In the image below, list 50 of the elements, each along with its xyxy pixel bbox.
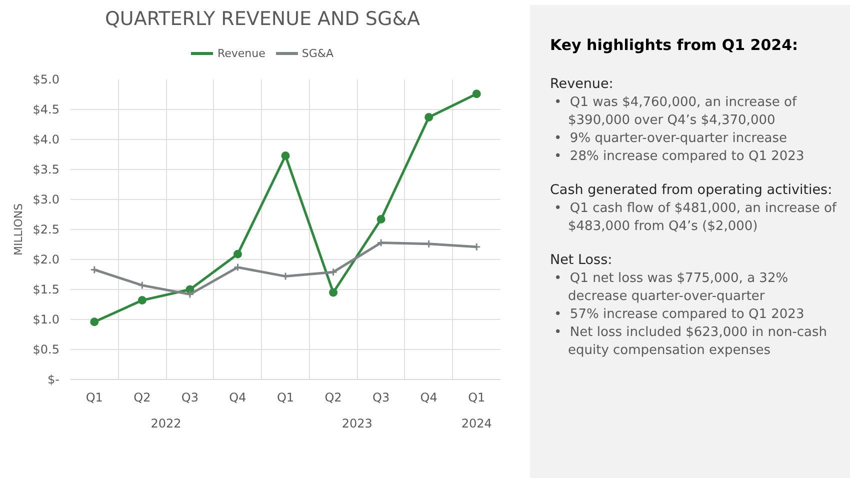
point bbox=[329, 288, 338, 297]
y-tick-label: $3.5 bbox=[32, 162, 60, 176]
point bbox=[233, 250, 242, 258]
x-tick-label: Q4 bbox=[229, 390, 246, 404]
y-axis-title: MILLIONS bbox=[12, 203, 25, 256]
text: • 57% increase compared to Q1 2023 bbox=[553, 306, 806, 324]
point bbox=[138, 281, 146, 290]
point bbox=[329, 268, 338, 276]
point bbox=[472, 90, 481, 98]
point bbox=[233, 263, 242, 272]
text: Net Loss: bbox=[550, 251, 614, 270]
x-tick-label: Q3 bbox=[372, 390, 390, 404]
y-tick-label: $4.0 bbox=[32, 132, 60, 146]
y-tick-label: $- bbox=[48, 372, 60, 386]
legend-label: Revenue bbox=[217, 47, 266, 60]
y-tick-label: $0.5 bbox=[32, 342, 60, 356]
x-tick-label: Q1 bbox=[468, 390, 486, 404]
point bbox=[424, 113, 434, 122]
text: • Q1 cash flow of $481,000, an increase of $483,000 from Q4’s ($2,000) bbox=[553, 200, 838, 236]
x-tick-label: Q1 bbox=[86, 390, 103, 404]
y-tick-label: $2.5 bbox=[32, 222, 60, 236]
point bbox=[186, 290, 194, 299]
text: • Q1 net loss was $775,000, a 32% decrease quarter-over-quarter bbox=[553, 270, 790, 306]
y-tick-label: $2.0 bbox=[32, 252, 60, 266]
x-tick-label: Q3 bbox=[181, 390, 198, 404]
text: Revenue: bbox=[550, 75, 614, 94]
point bbox=[90, 318, 99, 326]
legend-label: SG&A bbox=[302, 47, 334, 60]
text: • Net loss included $623,000 in non-cash equity compensation expenses bbox=[553, 324, 828, 360]
y-tick-label: $3.0 bbox=[32, 192, 60, 206]
text: Cash generated from operating activities: bbox=[550, 181, 834, 200]
point bbox=[376, 215, 386, 224]
text: • 28% increase compared to Q1 2023 bbox=[553, 148, 806, 166]
y-tick-label: $1.0 bbox=[32, 312, 60, 326]
x-tick-label: Q2 bbox=[134, 390, 151, 404]
x-tick-label: Q1 bbox=[276, 390, 294, 404]
text: 2024 bbox=[461, 416, 492, 430]
text: 2022 bbox=[150, 416, 182, 430]
chart-title: QUARTERLY REVENUE AND SG&A bbox=[104, 7, 420, 32]
text: • 9% quarter-over-quarter increase bbox=[553, 130, 788, 148]
text: 2023 bbox=[342, 416, 372, 430]
point bbox=[138, 296, 146, 305]
x-tick-label: Q2 bbox=[324, 390, 342, 404]
text: Key highlights from Q1 2024: bbox=[550, 35, 800, 56]
y-tick-label: $1.5 bbox=[32, 282, 60, 296]
y-tick-label: $4.5 bbox=[32, 102, 60, 116]
point bbox=[281, 151, 290, 160]
text: • Q1 was $4,760,000, an increase of $390,000 over Q4’s $4,370,000 bbox=[553, 94, 798, 130]
x-tick-label: Q4 bbox=[420, 390, 438, 404]
y-tick-label: $5.0 bbox=[32, 72, 60, 86]
